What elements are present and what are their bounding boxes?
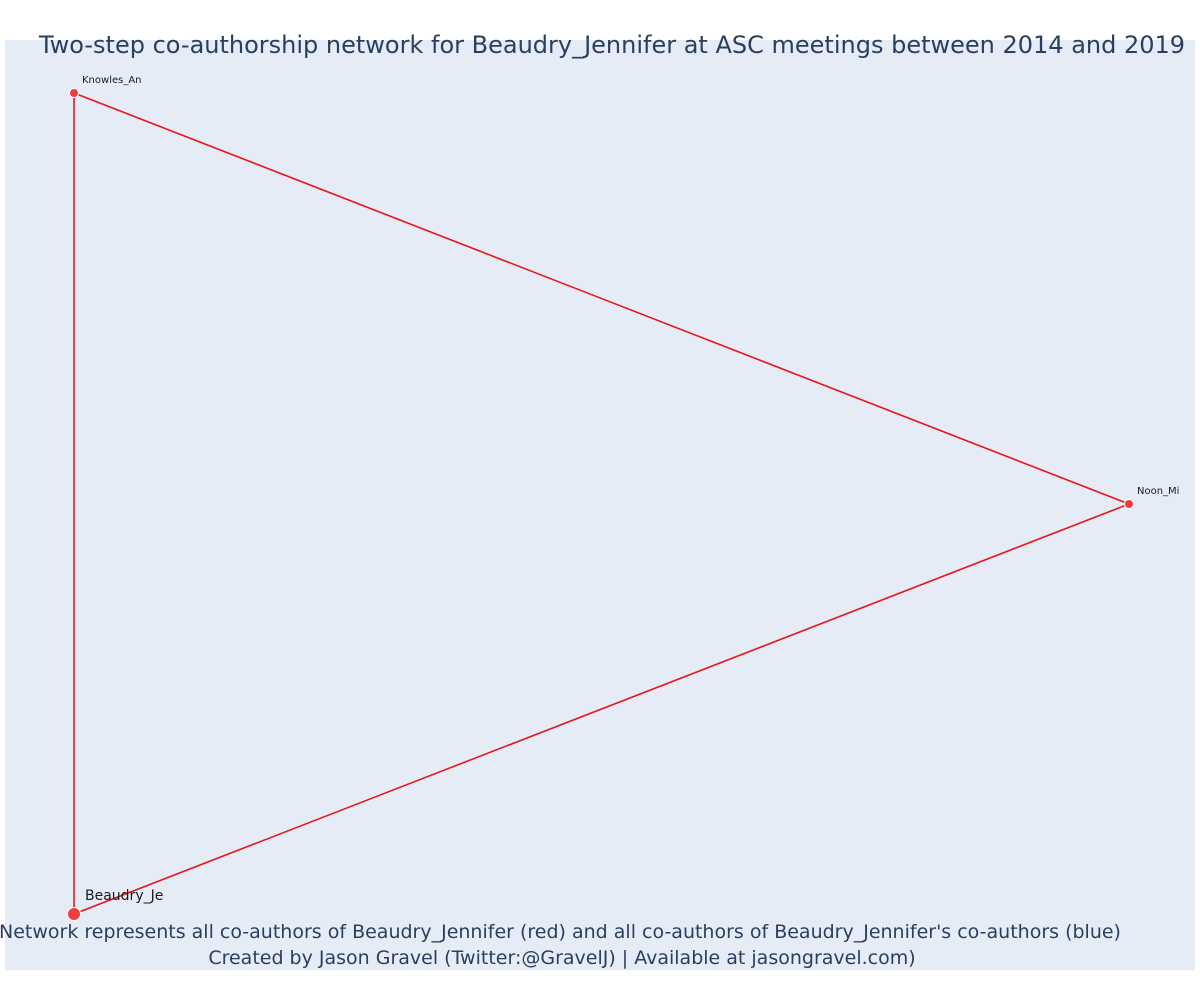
node-noon	[1124, 499, 1134, 509]
edge-noon-beaudry	[73, 503, 1130, 915]
node-beaudry	[67, 907, 81, 921]
figure-title: Two-step co-authorship network for Beaud…	[38, 31, 1185, 59]
plot-background	[5, 40, 1195, 970]
node-label-noon: Noon_Mi	[1137, 486, 1179, 497]
edge-knowles-noon	[73, 92, 1130, 505]
node-label-knowles: Knowles_An	[82, 75, 142, 86]
node-layer: Knowles_An Noon_Mi Beaudry_Je	[67, 75, 1179, 921]
node-label-beaudry: Beaudry_Je	[85, 888, 163, 904]
edge-layer	[73, 92, 1130, 915]
caption-line-2: Created by Jason Gravel (Twitter:@Gravel…	[208, 947, 915, 969]
caption-line-1: Network represents all co-authors of Bea…	[0, 921, 1121, 943]
node-knowles	[69, 88, 79, 98]
